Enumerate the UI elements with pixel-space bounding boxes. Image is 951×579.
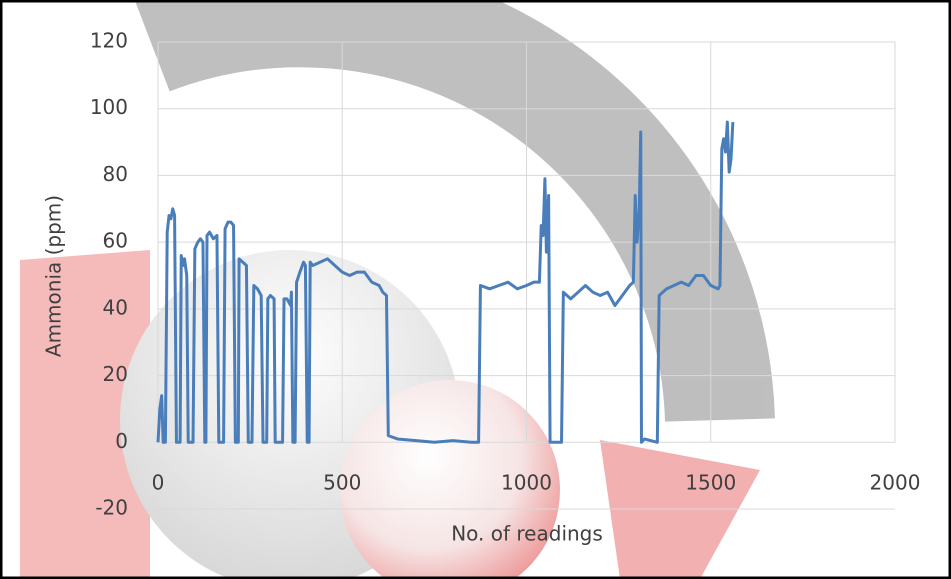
- chart: Ammonia (ppm) No. of readings -20 0 20 40 60…: [0, 0, 951, 579]
- y-tick-label: 0: [115, 429, 128, 453]
- y-axis-label: Ammonia (ppm): [42, 195, 66, 357]
- x-tick-label: 1500: [685, 471, 736, 495]
- x-tick-label: 500: [323, 471, 361, 495]
- x-tick-label: 1000: [501, 471, 552, 495]
- x-tick-label: 0: [152, 471, 165, 495]
- x-axis-label: No. of readings: [451, 522, 603, 546]
- y-tick-label: 120: [90, 29, 128, 53]
- y-tick-label: -20: [95, 496, 128, 520]
- y-tick-label: 40: [103, 295, 128, 319]
- watermark: [20, 12, 760, 579]
- y-tick-label: 60: [103, 229, 128, 253]
- x-tick-label: 2000: [870, 471, 921, 495]
- y-tick-label: 20: [103, 362, 128, 386]
- y-tick-label: 80: [103, 162, 128, 186]
- y-tick-label: 100: [90, 95, 128, 119]
